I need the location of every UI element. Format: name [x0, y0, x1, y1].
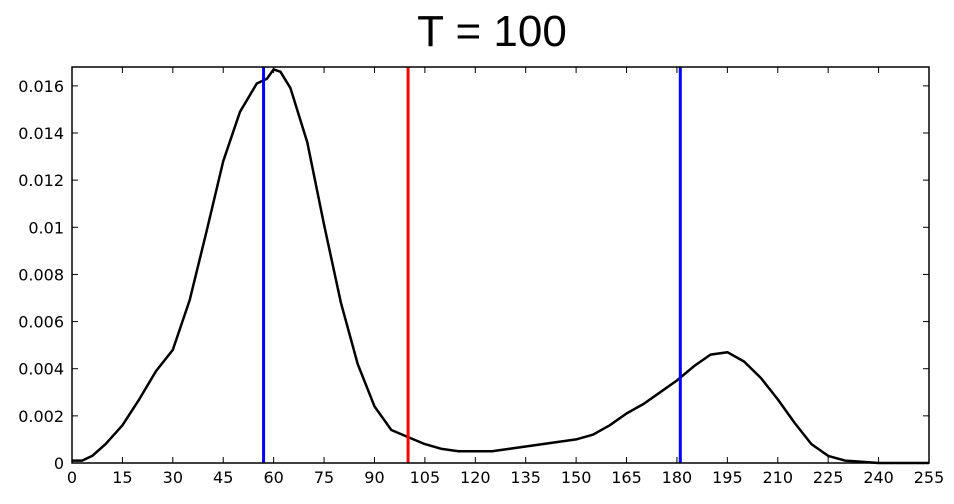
plot-area: 0 15 30 45 60 75 90 105 120 135 150 165 180 195 210 225… — [18, 67, 944, 487]
x-tick-label: 135 — [510, 468, 541, 487]
x-tick-label: 180 — [662, 468, 693, 487]
y-tick-label: 0 — [54, 454, 64, 473]
x-tick-label: 105 — [410, 468, 441, 487]
y-tick-label: 0.012 — [18, 171, 64, 190]
x-tick-label: 165 — [611, 468, 642, 487]
x-tick-label: 150 — [561, 468, 592, 487]
x-tick-label: 0 — [67, 468, 77, 487]
y-tick-label: 0.002 — [18, 407, 64, 426]
x-tick-label: 30 — [163, 468, 183, 487]
chart-title: T = 100 — [417, 7, 567, 56]
x-tick-label: 240 — [863, 468, 894, 487]
x-tick-label: 60 — [263, 468, 283, 487]
y-tick-label: 0.008 — [18, 265, 64, 284]
x-tick-label: 120 — [460, 468, 491, 487]
x-tick-label: 255 — [914, 468, 945, 487]
plot-frame — [71, 66, 930, 464]
y-tick-label: 0.016 — [18, 77, 64, 96]
x-tick-label: 75 — [314, 468, 334, 487]
y-tick-label: 0.01 — [28, 218, 64, 237]
y-tick-label: 0.006 — [18, 313, 64, 332]
x-tick-label: 195 — [712, 468, 743, 487]
x-tick-label: 225 — [813, 468, 844, 487]
x-tick-label: 210 — [762, 468, 793, 487]
x-tick-label: 15 — [112, 468, 132, 487]
x-tick-label: 90 — [364, 468, 384, 487]
y-tick-label: 0.014 — [18, 124, 64, 143]
x-tick-label: 45 — [213, 468, 233, 487]
histogram-line — [72, 68, 929, 465]
y-tick-label: 0.004 — [18, 360, 64, 379]
